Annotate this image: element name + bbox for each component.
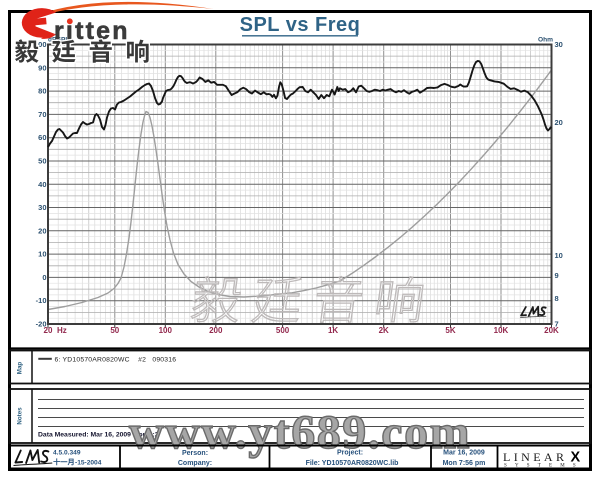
svg-text:60: 60 — [38, 133, 46, 142]
svg-text:Ohm: Ohm — [538, 37, 553, 44]
svg-text:LINEAR: LINEAR — [503, 450, 567, 464]
svg-text:10: 10 — [38, 250, 46, 259]
svg-text:50: 50 — [110, 326, 119, 335]
svg-text:20: 20 — [44, 326, 53, 335]
svg-text:Data Measured: Mar 16, 2009 M: Data Measured: Mar 16, 2009 Mon 9:2 — [38, 432, 159, 439]
svg-text:Hz: Hz — [57, 326, 67, 335]
svg-text:www.yt689.com: www.yt689.com — [129, 406, 471, 459]
svg-text:50: 50 — [38, 157, 46, 166]
svg-text:-10: -10 — [36, 296, 47, 305]
svg-text:200: 200 — [209, 326, 223, 335]
svg-text:20: 20 — [38, 226, 46, 235]
svg-text:5K: 5K — [445, 326, 455, 335]
svg-text:500: 500 — [276, 326, 290, 335]
svg-text:30: 30 — [555, 40, 563, 49]
svg-text:File: YD10570AR0820WC.lib: File: YD10570AR0820WC.lib — [306, 460, 399, 467]
svg-text:-20: -20 — [36, 320, 47, 329]
svg-text:1K: 1K — [328, 326, 338, 335]
svg-text:Company:: Company: — [178, 460, 212, 467]
svg-text:100: 100 — [159, 326, 173, 335]
svg-text:20K: 20K — [544, 326, 559, 335]
svg-text:70: 70 — [38, 110, 46, 119]
svg-text:40: 40 — [38, 180, 46, 189]
svg-text:8: 8 — [555, 294, 559, 303]
svg-text:SPL vs Freq: SPL vs Freq — [240, 14, 361, 36]
svg-text:9: 9 — [555, 271, 559, 280]
svg-text:7: 7 — [555, 320, 559, 329]
svg-text:100: 100 — [34, 40, 47, 49]
svg-text:2K: 2K — [379, 326, 389, 335]
svg-text:10: 10 — [555, 251, 563, 260]
svg-text:Notes: Notes — [17, 407, 24, 425]
svg-text:6: YD10570AR0820WC #2 09: 6: YD10570AR0820WC #2 090316 — [55, 356, 177, 363]
svg-text:SYSTEMS: SYSTEMS — [504, 464, 584, 469]
svg-text:30: 30 — [38, 203, 46, 212]
svg-text:Person:: Person: — [182, 450, 208, 457]
svg-text:Project:: Project: — [337, 450, 363, 457]
svg-text:4.5.0.349: 4.5.0.349 — [53, 450, 81, 457]
svg-text:-15-2004: -15-2004 — [75, 460, 102, 467]
svg-text:Mar 16, 2009: Mar 16, 2009 — [443, 450, 485, 457]
svg-text:0: 0 — [42, 273, 46, 282]
svg-text:Mon 7:56 pm: Mon 7:56 pm — [443, 460, 486, 467]
svg-text:Map: Map — [17, 362, 24, 375]
svg-text:80: 80 — [38, 87, 46, 96]
svg-text:X: X — [571, 450, 581, 466]
svg-text:90: 90 — [38, 63, 46, 72]
svg-text:10K: 10K — [494, 326, 509, 335]
svg-text:20: 20 — [555, 118, 563, 127]
